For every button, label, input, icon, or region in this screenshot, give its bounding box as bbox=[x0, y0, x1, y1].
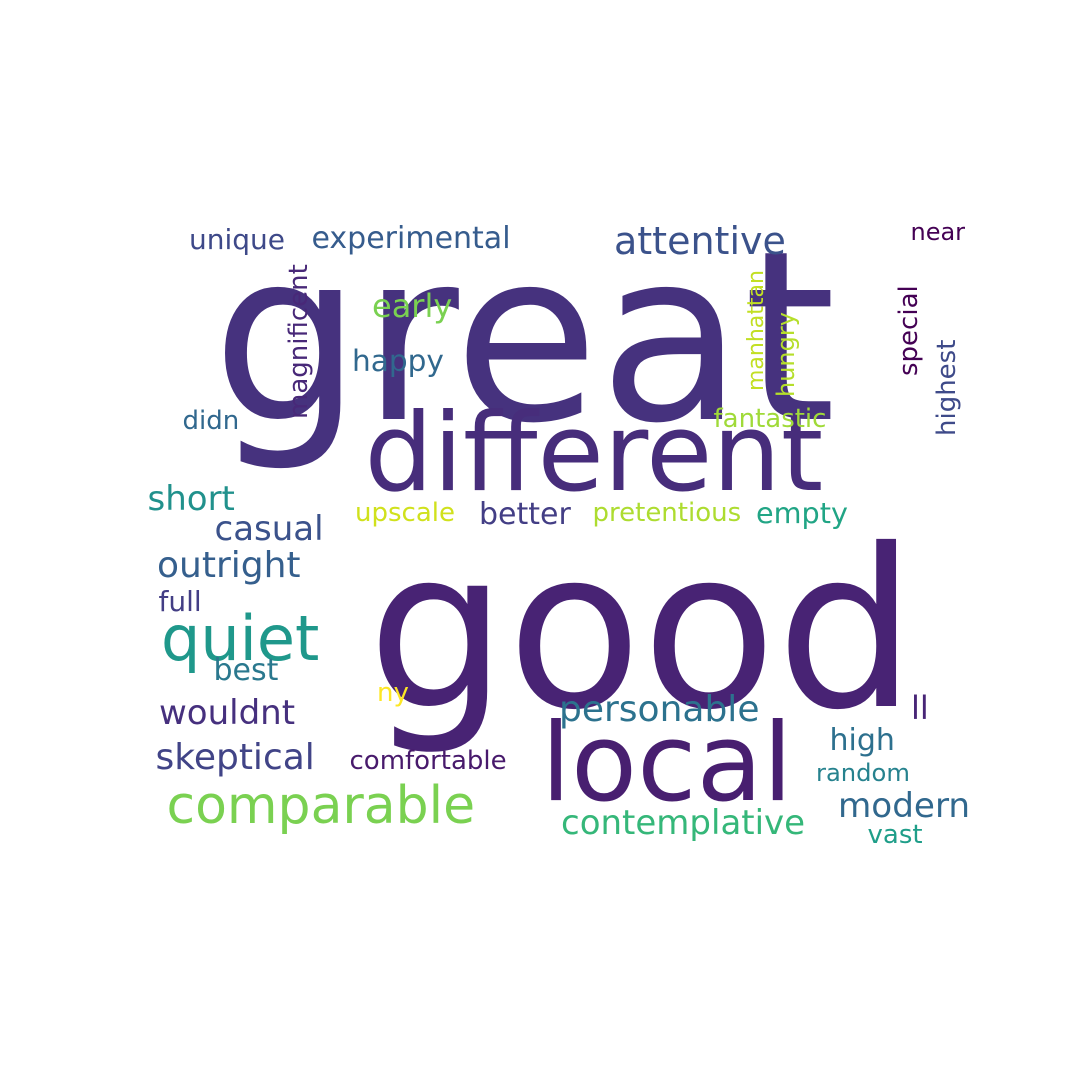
word-vast: vast bbox=[867, 820, 923, 850]
word-outright: outright bbox=[157, 545, 301, 586]
word-happy: happy bbox=[352, 344, 444, 378]
word-experimental: experimental bbox=[311, 221, 511, 256]
word-skeptical: skeptical bbox=[155, 737, 315, 778]
word-full: full bbox=[158, 585, 202, 618]
word-magnificent: magnificent bbox=[284, 263, 314, 419]
word-good: good bbox=[367, 502, 917, 758]
word-fantastic: fantastic bbox=[713, 404, 827, 434]
word-pretentious: pretentious bbox=[592, 498, 742, 528]
word-random: random bbox=[816, 759, 910, 787]
word-unique: unique bbox=[189, 223, 286, 256]
word-ll: ll bbox=[911, 689, 929, 727]
word-comfortable: comfortable bbox=[349, 746, 507, 776]
word-hungry: hungry bbox=[772, 311, 800, 397]
word-ny: ny bbox=[377, 678, 409, 708]
word-attentive: attentive bbox=[614, 219, 786, 263]
word-contemplative: contemplative bbox=[561, 803, 806, 843]
word-modern: modern bbox=[838, 786, 971, 826]
word-different: different bbox=[364, 391, 824, 516]
word-local: local bbox=[541, 701, 793, 826]
word-comparable: comparable bbox=[166, 776, 476, 836]
word-near: near bbox=[910, 218, 966, 246]
word-quiet: quiet bbox=[161, 602, 320, 675]
word-manhattan: manhattan bbox=[744, 269, 769, 391]
word-upscale: upscale bbox=[355, 498, 455, 528]
word-better: better bbox=[479, 497, 571, 532]
word-personable: personable bbox=[559, 689, 760, 730]
word-high: high bbox=[829, 723, 895, 758]
word-special: special bbox=[894, 284, 924, 376]
word-didn: didn bbox=[182, 406, 240, 436]
word-highest: highest bbox=[932, 339, 962, 436]
word-early: early bbox=[372, 287, 453, 325]
word-best: best bbox=[213, 653, 279, 688]
word-short: short bbox=[147, 479, 235, 519]
word-casual: casual bbox=[214, 509, 324, 549]
word-empty: empty bbox=[756, 495, 848, 530]
word-wouldnt: wouldnt bbox=[159, 693, 296, 733]
word-great: great bbox=[212, 200, 836, 475]
